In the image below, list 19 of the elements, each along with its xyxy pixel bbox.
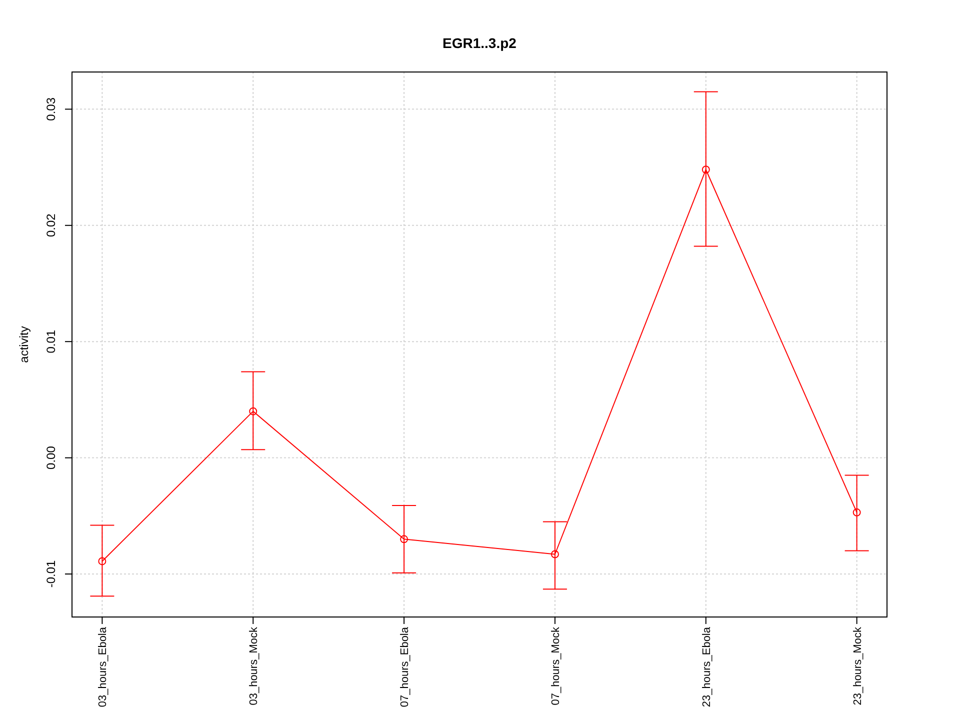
y-tick-label: 0.02: [44, 213, 58, 238]
point: [98, 557, 106, 566]
y-tick-label: 0.01: [44, 330, 58, 354]
y-tick-label: 0.00: [44, 446, 58, 470]
y-tick-label: 0.03: [44, 97, 58, 121]
chart-title: EGR1..3.p2: [442, 35, 517, 51]
x-tick-label: 03_hours_Ebola: [97, 626, 110, 708]
x-tick-label: 07_hours_Mock: [550, 626, 562, 706]
y-tick-label: -0.01: [44, 560, 58, 588]
x-tick-label: 23_hours_Ebola: [700, 626, 713, 708]
x-tick-label: 23_hours_Mock: [852, 626, 864, 706]
point: [702, 166, 710, 174]
point: [550, 550, 559, 558]
point: [249, 407, 258, 416]
x-tick-label: 07_hours_Ebola: [399, 626, 412, 708]
point: [400, 535, 408, 544]
y-axis-title: activity: [17, 326, 31, 363]
x-tick-label: 03_hours_Mock: [248, 626, 260, 706]
point: [852, 508, 861, 516]
